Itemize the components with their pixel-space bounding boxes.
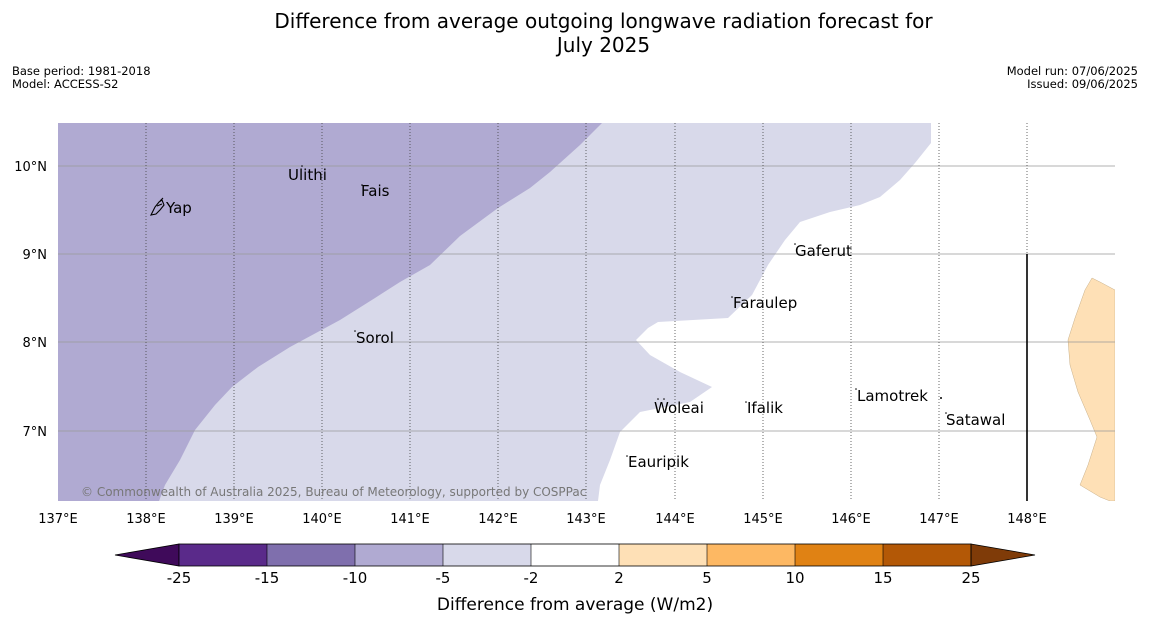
fais-dot xyxy=(361,184,363,186)
colorbar-swatch-7 xyxy=(707,544,795,566)
island-markers xyxy=(301,165,947,457)
issued-date: Issued: 09/06/2025 xyxy=(1027,77,1138,91)
faraulep-dot xyxy=(731,296,733,298)
lon-label-148: 148°E xyxy=(1007,512,1047,527)
colorbar-swatch-6 xyxy=(619,544,707,566)
colorbar-swatch-4 xyxy=(443,544,531,566)
eauripik-dot xyxy=(626,455,628,457)
colorbar-label: 2 xyxy=(614,569,624,587)
sorol-dot xyxy=(354,330,356,332)
place-ulithi: Ulithi xyxy=(288,166,327,184)
base-period: Base period: 1981-2018 xyxy=(12,64,151,78)
colorbar-label: -2 xyxy=(524,569,539,587)
place-lamotrek: Lamotrek xyxy=(857,387,928,405)
lon-label-147: 147°E xyxy=(919,512,959,527)
colorbar-swatch-3 xyxy=(355,544,443,566)
colorbar-label: -10 xyxy=(343,569,368,587)
lon-label-138: 138°E xyxy=(126,512,166,527)
gaferut-dot xyxy=(794,243,796,245)
woleai-dot xyxy=(657,398,659,400)
lon-label-139: 139°E xyxy=(214,512,254,527)
lon-label-143: 143°E xyxy=(566,512,606,527)
place-faraulep: Faraulep xyxy=(733,294,797,312)
colorbar-swatch-9 xyxy=(883,544,971,566)
model-run: Model run: 07/06/2025 xyxy=(1006,64,1138,78)
colorbar-label: -25 xyxy=(167,569,192,587)
map-title: Difference from average outgoing longwav… xyxy=(0,9,1150,57)
colorbar-swatch-2 xyxy=(267,544,355,566)
run-info: Model run: 07/06/2025 Issued: 09/06/2025 xyxy=(1007,65,1138,91)
lat-label-8: 8°N xyxy=(23,336,48,351)
graticule xyxy=(58,123,1115,501)
ifalik-dot xyxy=(745,401,747,403)
copyright-notice: © Commonwealth of Australia 2025, Bureau… xyxy=(81,485,586,499)
colorbar-title: Difference from average (W/m2) xyxy=(437,595,713,615)
place-sorol: Sorol xyxy=(356,329,394,347)
satawal-dot xyxy=(945,412,947,414)
base-info: Base period: 1981-2018 Model: ACCESS-S2 xyxy=(12,65,151,91)
lat-label-10: 10°N xyxy=(14,160,47,175)
place-yap: Yap xyxy=(165,199,192,217)
lon-label-142: 142°E xyxy=(478,512,518,527)
title-line-1: Difference from average outgoing longwav… xyxy=(274,9,933,33)
woleai-dot-2 xyxy=(663,398,665,400)
colorbar-label: 15 xyxy=(873,569,892,587)
extra-island-dot xyxy=(940,397,942,399)
lon-label-146: 146°E xyxy=(831,512,871,527)
colorbar-label: -5 xyxy=(436,569,451,587)
colorbar-label: 5 xyxy=(702,569,712,587)
yap-island-icon xyxy=(150,197,165,216)
colorbar-extend-high xyxy=(970,543,1036,567)
map-area xyxy=(58,123,1115,501)
place-gaferut: Gaferut xyxy=(795,242,852,260)
colorbar-outline xyxy=(178,543,972,567)
model-name: Model: ACCESS-S2 xyxy=(12,77,119,91)
lon-label-145: 145°E xyxy=(743,512,783,527)
colorbar-swatch-8 xyxy=(795,544,883,566)
colorbar-label: 25 xyxy=(961,569,980,587)
colorbar-label: 10 xyxy=(785,569,804,587)
title-line-2: July 2025 xyxy=(556,33,651,57)
lat-label-9: 9°N xyxy=(23,248,48,263)
colorbar-swatch-5 xyxy=(531,544,619,566)
place-woleai: Woleai xyxy=(654,399,704,417)
colorbar: -25 -15 -10 -5 -2 2 5 10 15 25 Differenc… xyxy=(114,543,1036,615)
lon-label-140: 140°E xyxy=(302,512,342,527)
lon-label-141: 141°E xyxy=(390,512,430,527)
colorbar-swatch-1 xyxy=(179,544,267,566)
colorbar-extend-low xyxy=(114,543,180,567)
place-eauripik: Eauripik xyxy=(628,453,689,471)
ulithi-dot xyxy=(301,165,303,167)
field-light-orange xyxy=(1067,277,1115,501)
lamotrek-dot xyxy=(855,388,857,390)
lon-label-137: 137°E xyxy=(38,512,78,527)
place-satawal: Satawal xyxy=(946,411,1005,429)
field-medium-purple xyxy=(58,123,602,501)
colorbar-label: -15 xyxy=(255,569,280,587)
lon-label-144: 144°E xyxy=(655,512,695,527)
place-fais: Fais xyxy=(361,182,390,200)
place-ifalik: Ifalik xyxy=(747,399,783,417)
lat-label-7: 7°N xyxy=(23,425,48,440)
